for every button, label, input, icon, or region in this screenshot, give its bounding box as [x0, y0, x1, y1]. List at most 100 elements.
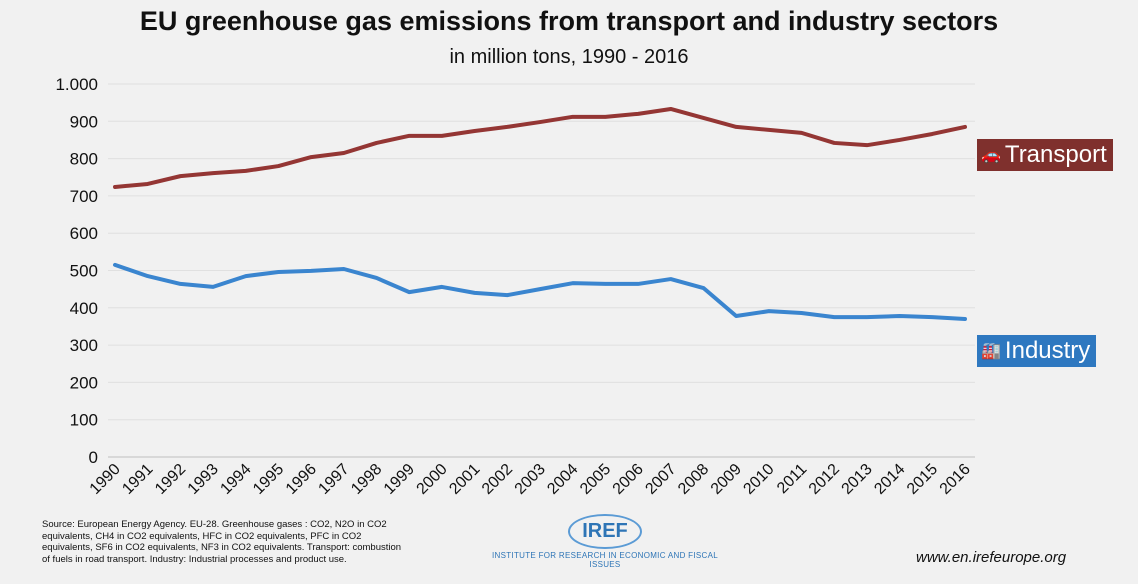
data-point-industry: [571, 281, 575, 285]
data-point-industry: [865, 315, 869, 319]
data-point-transport: [930, 132, 934, 136]
x-tick-label: 2014: [871, 461, 908, 498]
source-note: Source: European Energy Agency. EU-28. G…: [42, 519, 402, 565]
data-point-transport: [963, 125, 967, 129]
data-point-industry: [309, 269, 313, 273]
x-tick-label: 2003: [512, 461, 549, 498]
data-point-transport: [538, 120, 542, 124]
website-url: www.en.irefeurope.org: [916, 549, 1067, 566]
x-tick-label: 2008: [675, 461, 712, 498]
y-tick-label: 300: [70, 336, 98, 355]
data-point-transport: [473, 129, 477, 133]
data-point-transport: [178, 174, 182, 178]
data-point-industry: [407, 290, 411, 294]
x-tick-label: 2006: [610, 461, 647, 498]
data-point-transport: [276, 164, 280, 168]
data-point-transport: [898, 138, 902, 142]
data-point-transport: [800, 131, 804, 135]
data-point-industry: [244, 274, 248, 278]
x-tick-label: 2001: [446, 461, 483, 498]
y-tick-label: 600: [70, 224, 98, 243]
data-point-industry: [473, 291, 477, 295]
data-point-industry: [375, 276, 379, 280]
x-tick-label: 2013: [839, 461, 876, 498]
data-point-industry: [276, 270, 280, 274]
data-point-transport: [146, 182, 150, 186]
data-point-industry: [440, 285, 444, 289]
x-tick-label: 1992: [152, 461, 189, 498]
data-point-industry: [113, 263, 117, 267]
chart-title: EU greenhouse gas emissions from transpo…: [139, 6, 999, 36]
data-point-industry: [603, 282, 607, 286]
factory-icon: 🏭: [981, 343, 1001, 360]
legend-transport: 🚗 Transport: [977, 139, 1113, 171]
data-point-industry: [832, 315, 836, 319]
x-tick-label: 1999: [381, 461, 418, 498]
legend-industry: 🏭 Industry: [977, 335, 1097, 367]
data-point-industry: [669, 277, 673, 281]
y-tick-label: 1.000: [55, 75, 98, 94]
data-point-industry: [734, 314, 738, 318]
data-point-transport: [767, 128, 771, 132]
x-tick-label: 2004: [544, 461, 581, 498]
data-point-industry: [146, 274, 150, 278]
x-tick-label: 1998: [348, 461, 385, 498]
logo-text: IREF: [568, 514, 642, 549]
x-tick-label: 2005: [577, 461, 614, 498]
x-tick-label: 2015: [904, 461, 941, 498]
x-tick-label: 1997: [315, 461, 352, 498]
data-point-industry: [538, 287, 542, 291]
y-tick-label: 900: [70, 112, 98, 131]
x-tick-label: 1994: [217, 461, 254, 498]
x-tick-label: 1995: [250, 461, 287, 498]
data-point-industry: [178, 282, 182, 286]
data-point-industry: [505, 293, 509, 297]
x-tick-label: 2000: [414, 461, 451, 498]
x-tick-label: 2016: [937, 461, 974, 498]
x-tick-label: 2011: [774, 461, 810, 497]
data-point-transport: [244, 169, 248, 173]
data-point-industry: [800, 311, 804, 315]
data-point-transport: [342, 151, 346, 155]
data-point-transport: [832, 141, 836, 145]
cars-icon: 🚗: [981, 147, 1001, 164]
legend-industry-label: Industry: [1004, 337, 1091, 364]
data-point-industry: [767, 309, 771, 313]
data-point-transport: [211, 171, 215, 175]
data-point-industry: [342, 267, 346, 271]
y-tick-label: 200: [70, 373, 98, 392]
data-point-industry: [930, 315, 934, 319]
y-tick-label: 100: [70, 411, 98, 430]
x-tick-label: 2010: [740, 461, 777, 498]
data-point-industry: [898, 314, 902, 318]
data-point-transport: [309, 155, 313, 159]
y-tick-label: 500: [70, 262, 98, 281]
data-point-transport: [407, 134, 411, 138]
x-tick-label: 2012: [806, 461, 843, 498]
data-point-industry: [636, 282, 640, 286]
data-point-transport: [505, 125, 509, 129]
y-tick-label: 800: [70, 150, 98, 169]
data-point-transport: [440, 134, 444, 138]
data-point-transport: [113, 185, 117, 189]
data-point-transport: [375, 141, 379, 145]
data-point-transport: [865, 143, 869, 147]
data-point-transport: [603, 115, 607, 119]
y-tick-label: 700: [70, 187, 98, 206]
institute-name: INSTITUTE FOR RESEARCH IN ECONOMIC AND F…: [492, 551, 718, 569]
y-tick-label: 0: [89, 448, 98, 467]
x-tick-label: 1991: [119, 461, 156, 498]
data-point-transport: [571, 115, 575, 119]
data-point-transport: [636, 112, 640, 116]
x-tick-label: 2009: [708, 461, 745, 498]
y-tick-label: 400: [70, 299, 98, 318]
x-tick-label: 2007: [642, 461, 679, 498]
chart-subtitle: in million tons, 1990 - 2016: [449, 46, 689, 68]
data-point-industry: [701, 286, 705, 290]
x-tick-label: 2002: [479, 461, 516, 498]
x-tick-label: 1996: [283, 461, 320, 498]
data-point-transport: [701, 116, 705, 120]
iref-logo: IREF INSTITUTE FOR RESEARCH IN ECONOMIC …: [480, 514, 730, 569]
